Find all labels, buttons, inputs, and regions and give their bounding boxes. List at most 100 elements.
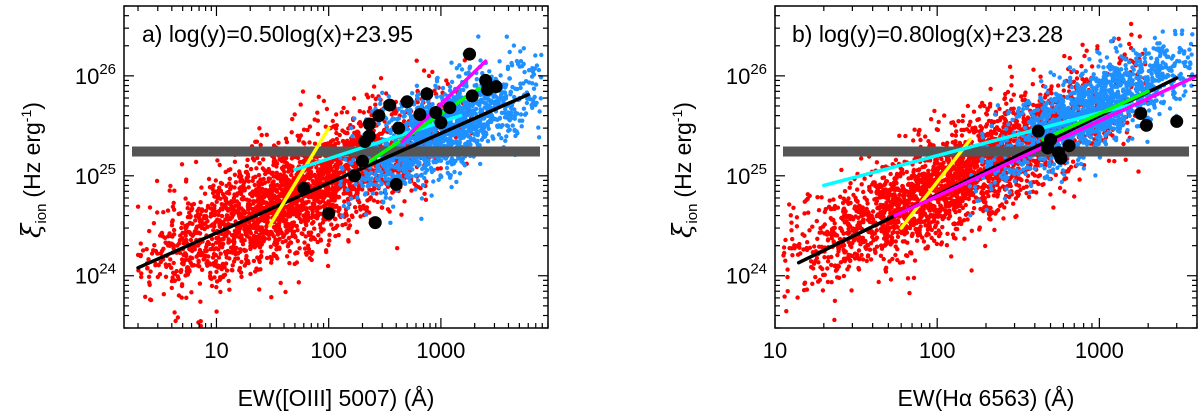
scatter-blue-point [534,63,540,68]
scatter-red-point [245,172,250,177]
scatter-red-point [302,214,307,219]
scatter-red-point [240,239,245,244]
scatter-red-point [192,244,198,249]
scatter-red-point [1106,158,1112,163]
scatter-red-point [171,260,176,266]
scatter-red-point [302,158,307,163]
scatter-red-point [232,228,238,234]
scatter-red-point [254,266,259,271]
scatter-red-point [214,309,219,314]
scatter-red-point [306,230,311,235]
scatter-red-point [289,156,295,161]
scatter-red-point [188,260,193,266]
scatter-red-point [352,142,357,147]
scatter-blue-point [391,204,396,209]
scatter-blue-point [533,53,538,58]
scatter-blue-point [431,179,436,184]
scatter-red-point [286,222,292,227]
scatter-red-point [1067,55,1073,61]
scatter-red-point [379,205,385,210]
scatter-red-point [333,225,338,230]
scatter-red-point [261,157,266,162]
scatter-red-point [832,221,837,226]
scatter-blue-point [410,91,415,96]
scatter-red-point [829,262,834,268]
scatter-red-point [945,231,950,236]
scatter-blue-point [519,124,524,129]
scatter-blue-point [508,92,513,97]
scatter-red-point [333,216,338,222]
scatter-red-point [315,206,321,211]
scatter-red-point [814,218,819,224]
scatter-blue-point [495,117,500,123]
scatter-red-point [208,247,213,252]
scatter-blue-point [383,191,389,196]
scatter-red-point [242,263,247,268]
scatter-red-point [184,237,189,243]
scatter-red-point [274,170,279,175]
scatter-red-point [356,131,361,136]
scatter-red-point [299,197,305,203]
scatter-red-point [147,282,152,287]
scatter-red-point [227,176,232,181]
scatter-red-point [246,185,251,190]
scatter-red-point [225,229,230,234]
scatter-red-point [172,278,178,283]
scatter-red-point [1074,76,1080,81]
scatter-blue-point [472,83,477,88]
scatter-red-point [224,233,229,238]
scatter-red-point [1040,182,1045,187]
scatter-red-point [316,172,321,177]
scatter-red-point [292,233,298,239]
scatter-red-point [272,253,277,258]
scatter-red-point [1082,53,1087,59]
scatter-red-point [308,175,313,180]
data-point [392,121,406,135]
scatter-red-point [252,245,257,250]
scatter-blue-point [461,87,466,93]
scatter-red-point [161,210,166,215]
scatter-red-point [266,211,271,216]
scatter-red-point [147,205,153,210]
scatter-red-point [214,279,220,284]
scatter-red-point [361,110,366,115]
scatter-red-point [351,96,357,101]
data-point [383,98,397,112]
scatter-red-point [325,162,330,167]
scatter-blue-point [531,97,536,102]
scatter-red-point [810,281,815,286]
scatter-red-point [203,221,208,226]
scatter-red-point [172,188,177,193]
scatter-red-point [782,294,787,299]
panel-a-title: a) log(y)=0.50log(x)+23.95 [142,21,413,47]
scatter-blue-point [536,135,542,140]
scatter-red-point [232,172,238,177]
scatter-red-point [373,96,378,102]
scatter-red-point [337,132,342,138]
scatter-blue-point [379,182,384,187]
data-point [358,135,372,149]
scatter-red-point [138,241,143,246]
scatter-red-point [169,285,174,291]
scatter-blue-point [504,134,509,139]
scatter-blue-point [468,128,473,133]
scatter-red-point [324,249,329,255]
scatter-red-point [233,203,238,208]
scatter-red-point [264,224,269,229]
scatter-red-point [347,183,353,189]
scatter-red-point [327,232,332,237]
scatter-blue-point [493,76,498,82]
scatter-red-point [198,212,203,217]
scatter-blue-point [388,130,393,136]
scatter-red-point [354,229,360,235]
scatter-red-point [292,261,297,267]
data-point [443,101,457,115]
scatter-blue-point [504,34,509,39]
scatter-red-point [841,273,847,279]
scatter-blue-point [408,120,413,125]
scatter-red-point [876,279,881,285]
scatter-red-point [189,290,194,295]
scatter-red-point [159,248,165,254]
scatter-blue-point [533,82,539,87]
scatter-blue-point [494,101,499,106]
